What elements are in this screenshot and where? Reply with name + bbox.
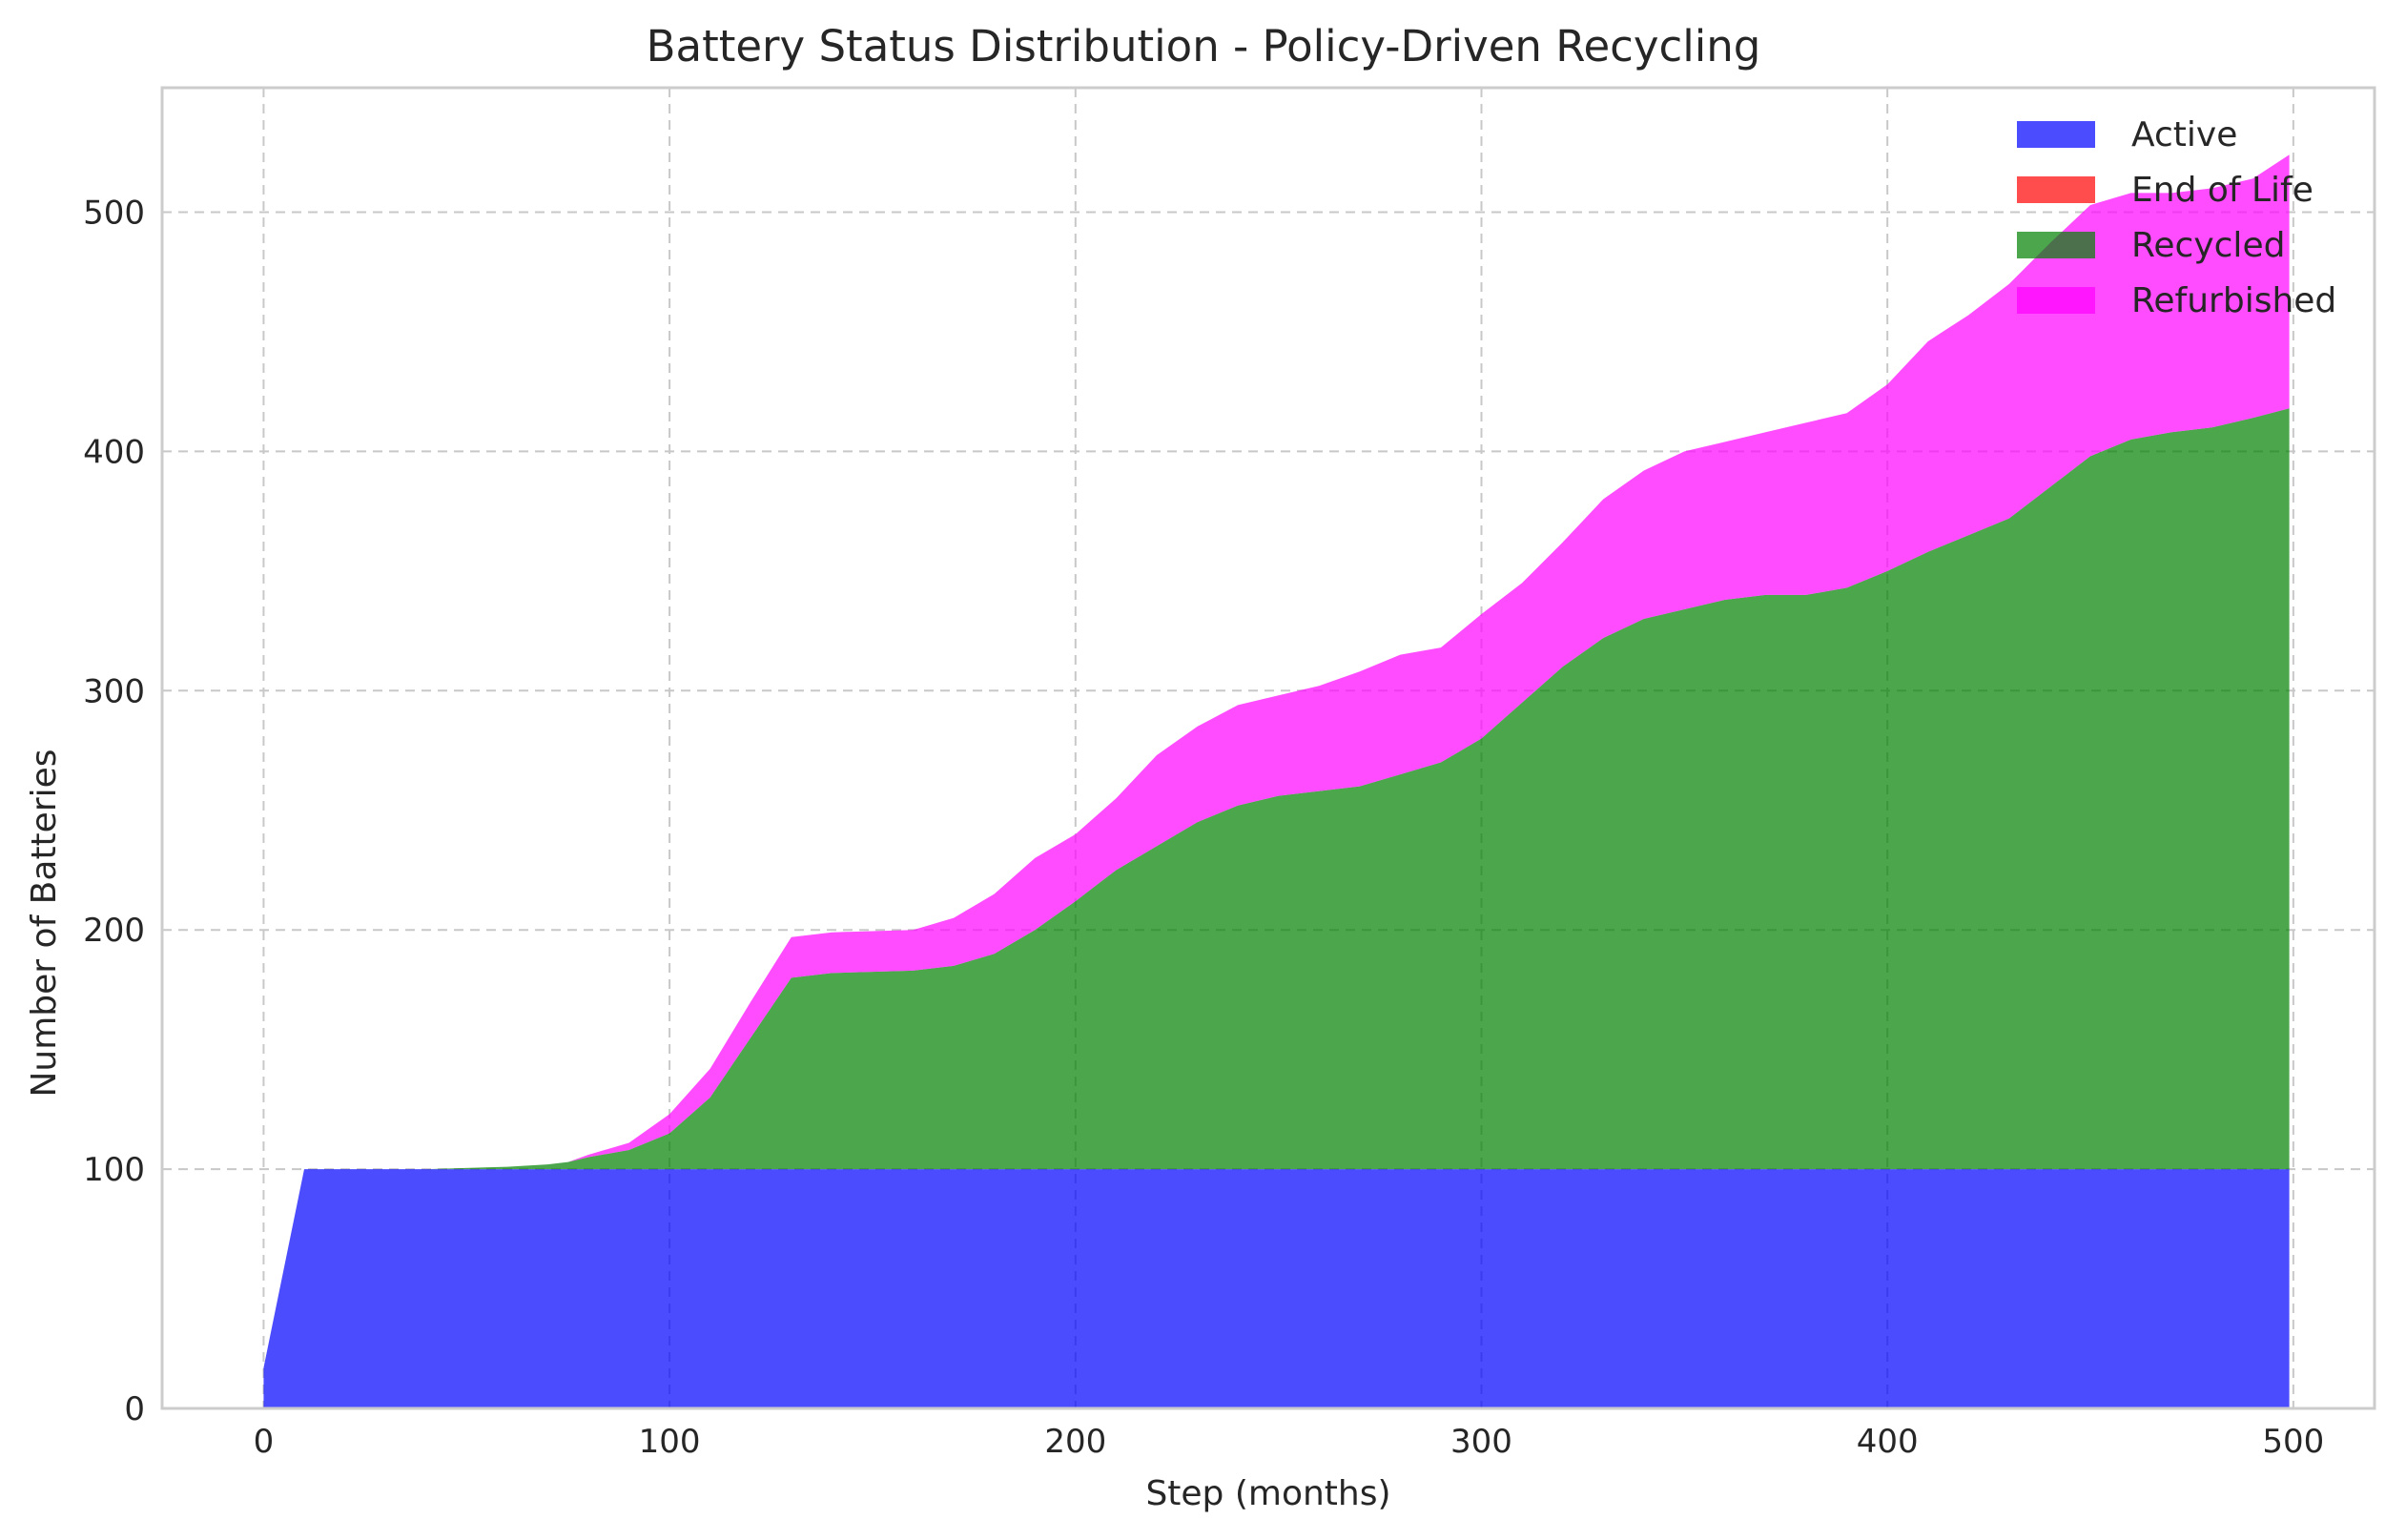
y-tick-label: 100 (83, 1151, 145, 1189)
x-tick-label: 200 (1044, 1423, 1106, 1461)
legend-label-end-of-life: End of Life (2131, 171, 2313, 210)
x-axis-label: Step (months) (1145, 1474, 1390, 1513)
legend: Active End of Life Recycled Refurbished (2017, 115, 2336, 320)
area-series (263, 154, 2290, 1408)
legend-swatch-recycled (2017, 232, 2095, 258)
x-tick-label: 300 (1450, 1423, 1512, 1461)
y-tick-label: 0 (124, 1390, 145, 1428)
y-tick-label: 200 (83, 912, 145, 950)
legend-swatch-refurbished (2017, 287, 2095, 314)
area-refurbished (263, 154, 2290, 1368)
x-tick-label: 100 (639, 1423, 701, 1461)
x-tick-label: 500 (2262, 1423, 2324, 1461)
tick-labels: 0 100 200 300 400 500 0 100 200 300 400 500 (83, 194, 2324, 1461)
chart-title: Battery Status Distribution - Policy-Dri… (647, 21, 1761, 72)
area-active (263, 1169, 2290, 1408)
legend-label-active: Active (2131, 115, 2237, 154)
area-recycled (263, 408, 2290, 1368)
x-tick-label: 0 (254, 1423, 275, 1461)
y-tick-label: 400 (83, 433, 145, 471)
legend-label-refurbished: Refurbished (2131, 281, 2336, 320)
y-tick-label: 500 (83, 194, 145, 232)
plot-frame (160, 86, 2376, 1410)
y-tick-label: 300 (83, 672, 145, 710)
legend-swatch-active (2017, 121, 2095, 148)
legend-label-recycled: Recycled (2131, 226, 2285, 265)
x-tick-label: 400 (1857, 1423, 1919, 1461)
legend-swatch-end-of-life (2017, 176, 2095, 203)
y-axis-label: Number of Batteries (25, 749, 64, 1097)
